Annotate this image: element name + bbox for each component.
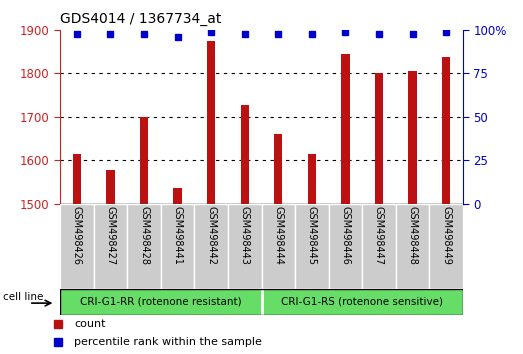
Text: GSM498426: GSM498426 <box>72 206 82 265</box>
Text: CRI-G1-RS (rotenone sensitive): CRI-G1-RS (rotenone sensitive) <box>281 297 443 307</box>
Bar <box>408 71 417 204</box>
Bar <box>174 188 182 204</box>
Bar <box>429 204 463 289</box>
Bar <box>308 154 316 204</box>
Bar <box>207 41 215 204</box>
Text: CRI-G1-RR (rotenone resistant): CRI-G1-RR (rotenone resistant) <box>80 297 242 307</box>
Text: GSM498449: GSM498449 <box>441 206 451 265</box>
Text: cell line: cell line <box>3 292 43 302</box>
Bar <box>195 204 228 289</box>
Bar <box>228 204 262 289</box>
Text: GDS4014 / 1367734_at: GDS4014 / 1367734_at <box>60 12 222 26</box>
Bar <box>262 289 463 315</box>
Text: GSM498447: GSM498447 <box>374 206 384 265</box>
Text: GSM498442: GSM498442 <box>206 206 216 265</box>
Bar <box>241 105 249 204</box>
Bar <box>60 204 94 289</box>
Text: GSM498441: GSM498441 <box>173 206 183 265</box>
Bar <box>274 134 282 204</box>
Text: GSM498444: GSM498444 <box>274 206 283 265</box>
Text: GSM498445: GSM498445 <box>307 206 317 265</box>
Bar <box>328 204 362 289</box>
Text: GSM498443: GSM498443 <box>240 206 249 265</box>
Bar <box>140 117 148 204</box>
Text: GSM498446: GSM498446 <box>340 206 350 265</box>
Text: percentile rank within the sample: percentile rank within the sample <box>74 337 263 347</box>
Bar <box>127 204 161 289</box>
Bar <box>396 204 429 289</box>
Bar <box>161 204 195 289</box>
Text: GSM498428: GSM498428 <box>139 206 149 265</box>
Text: GSM498448: GSM498448 <box>407 206 417 265</box>
Bar <box>94 204 127 289</box>
Bar <box>341 54 349 204</box>
Bar <box>262 204 295 289</box>
Text: GSM498427: GSM498427 <box>106 206 116 265</box>
Text: count: count <box>74 319 106 329</box>
Bar <box>442 57 450 204</box>
Bar <box>106 170 115 204</box>
Bar <box>295 204 328 289</box>
Bar <box>60 289 262 315</box>
Bar <box>375 73 383 204</box>
Bar <box>73 154 81 204</box>
Bar <box>362 204 396 289</box>
